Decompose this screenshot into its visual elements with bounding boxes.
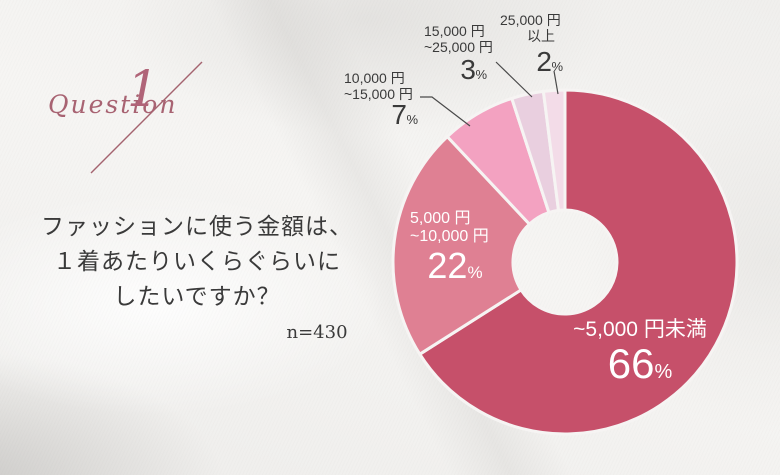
leader-line-25000-over bbox=[553, 70, 559, 95]
percent-sign: % bbox=[406, 112, 418, 127]
pie-slice-66pct bbox=[418, 88, 739, 436]
leader-lines bbox=[420, 61, 559, 127]
percent-value: 66 bbox=[607, 340, 655, 387]
donut-chart bbox=[391, 88, 739, 436]
slice-label-10000-15000: 10,000 円 ~15,000 円 7% bbox=[344, 70, 418, 133]
slice-label-line: 25,000 円 bbox=[500, 12, 561, 28]
percent-sign: % bbox=[654, 361, 673, 383]
slice-label-line: 10,000 円 bbox=[344, 70, 405, 86]
slice-label-line: 5,000 円 bbox=[410, 210, 471, 227]
percent-sign: % bbox=[551, 59, 563, 74]
slice-percent: 66% bbox=[558, 343, 722, 392]
slice-label-line: 以上 bbox=[527, 27, 555, 44]
question-line: したいですか？ bbox=[113, 284, 281, 310]
pie-slice-2pct bbox=[541, 88, 567, 212]
question-number: 1 bbox=[127, 60, 159, 118]
pie-slice-22pct bbox=[391, 135, 531, 356]
question-word: Question bbox=[48, 90, 178, 119]
slice-label-line: 15,000 円 bbox=[424, 23, 485, 39]
slice-label-line: ~5,000 円未満 bbox=[573, 318, 707, 341]
percent-sign: % bbox=[467, 263, 483, 282]
question-text: ファッションに使う金額は、 １着あたりいくらぐらいに したいですか？ bbox=[18, 210, 376, 315]
percent-value: 3 bbox=[460, 54, 476, 85]
slice-label-line: ~10,000 円 bbox=[410, 228, 489, 245]
percent-value: 22 bbox=[427, 245, 468, 286]
leader-line-15000-25000 bbox=[495, 61, 533, 98]
slice-label-5000-10000: 5,000 円 ~10,000 円 22% bbox=[410, 210, 500, 290]
slice-label-under-5000: ~5,000 円未満 66% bbox=[558, 318, 722, 392]
question-line: ファッションに使う金額は、 bbox=[41, 214, 353, 240]
leader-line-10000-15000 bbox=[420, 96, 471, 127]
question-slash-line bbox=[90, 61, 203, 174]
slice-percent: 7% bbox=[344, 99, 418, 133]
slice-label-25000-over: 25,000 円 以上 2% bbox=[500, 12, 564, 80]
slice-percent: 22% bbox=[410, 248, 500, 290]
sample-size: n=430 bbox=[286, 322, 348, 343]
slice-percent: 2% bbox=[500, 46, 564, 80]
percent-value: 2 bbox=[536, 46, 552, 77]
percent-sign: % bbox=[475, 67, 487, 82]
question-line: １着あたりいくらぐらいに bbox=[53, 249, 341, 275]
slice-label-15000-25000: 15,000 円 ~25,000 円 3% bbox=[424, 23, 496, 88]
percent-value: 7 bbox=[391, 99, 407, 130]
slice-percent: 3% bbox=[424, 54, 496, 88]
slice-label-line: ~25,000 円 bbox=[424, 38, 493, 55]
slice-label-line: ~15,000 円 bbox=[344, 85, 413, 102]
